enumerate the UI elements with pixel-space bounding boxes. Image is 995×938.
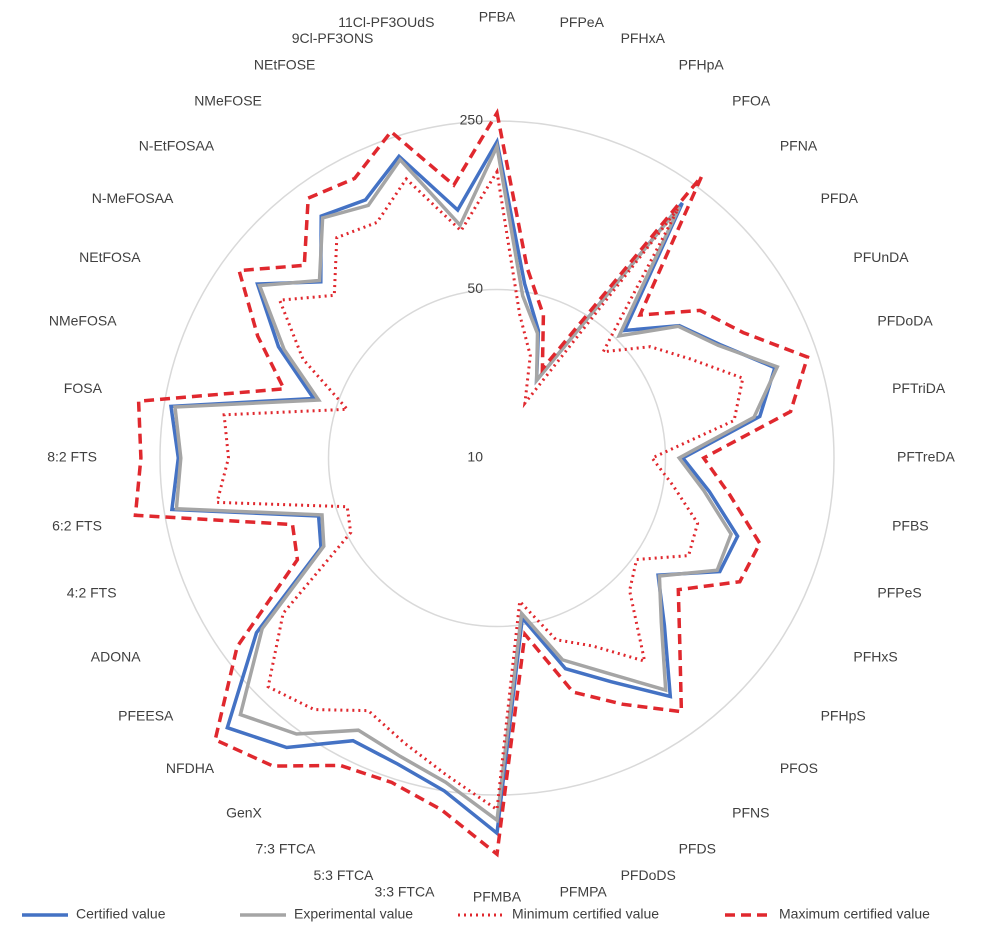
category-label: 5:3 FTCA: [313, 867, 374, 883]
category-label: PFPeA: [560, 14, 605, 30]
category-label: PFHxS: [853, 648, 897, 664]
category-label: PFNA: [780, 138, 818, 154]
category-label: PFEESA: [118, 707, 174, 723]
series-line: [133, 108, 810, 858]
series-line: [215, 167, 745, 813]
legend-label: Experimental value: [294, 906, 413, 922]
category-label: 3:3 FTCA: [375, 883, 436, 899]
category-label: PFNS: [732, 805, 769, 821]
category-label: ADONA: [91, 648, 141, 664]
r-tick-label: 50: [467, 280, 483, 296]
category-label: 7:3 FTCA: [255, 841, 316, 857]
category-label: PFDoDA: [877, 313, 933, 329]
category-label: NEtFOSA: [79, 249, 141, 265]
category-label: NFDHA: [166, 760, 215, 776]
category-label: PFBA: [479, 9, 516, 25]
category-label: PFHpS: [821, 707, 866, 723]
category-label: PFPeS: [877, 585, 921, 601]
legend-label: Certified value: [76, 906, 166, 922]
category-label: PFTriDA: [892, 380, 946, 396]
category-label: PFDoDS: [621, 867, 676, 883]
legend-label: Maximum certified value: [779, 906, 930, 922]
category-label: PFTreDA: [897, 449, 955, 465]
category-label: PFHxA: [621, 30, 666, 46]
category-label: PFMPA: [560, 883, 608, 899]
category-label: N-EtFOSAA: [139, 138, 215, 154]
category-label: NEtFOSE: [254, 57, 315, 73]
category-label: FOSA: [64, 380, 103, 396]
category-label: 6:2 FTS: [52, 518, 102, 534]
category-label: 9Cl-PF3ONS: [292, 30, 374, 46]
series-line: [173, 140, 780, 824]
category-label: GenX: [226, 805, 262, 821]
category-label: 11Cl-PF3OUdS: [338, 14, 434, 30]
category-label: PFBS: [892, 518, 929, 534]
category-label: PFUnDA: [853, 249, 909, 265]
grid-ring: [327, 288, 667, 628]
category-label: PFDS: [679, 841, 716, 857]
series-line: [169, 136, 778, 837]
category-label: NMeFOSA: [49, 313, 117, 329]
category-label: 8:2 FTS: [47, 449, 97, 465]
r-tick-label: 10: [467, 449, 483, 465]
category-label: N-MeFOSAA: [92, 190, 174, 206]
category-label: NMeFOSE: [194, 93, 262, 109]
grid-ring: [159, 120, 835, 796]
legend-label: Minimum certified value: [512, 906, 659, 922]
category-label: PFOA: [732, 93, 771, 109]
category-label: 4:2 FTS: [67, 585, 117, 601]
category-label: PFMBA: [473, 889, 522, 905]
category-label: PFDA: [821, 190, 859, 206]
r-tick-label: 250: [460, 112, 484, 128]
category-label: PFHpA: [679, 57, 725, 73]
category-label: PFOS: [780, 760, 818, 776]
